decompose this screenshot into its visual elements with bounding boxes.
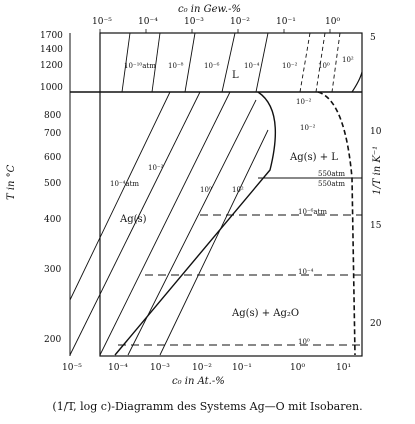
isobars-lower-group — [69, 91, 269, 356]
dashed-isobars — [118, 214, 362, 346]
left-tick-label: 200 — [44, 335, 61, 345]
pressure-label: 10⁻² — [300, 124, 316, 132]
solidus-curve — [114, 91, 276, 356]
bottom-tick-label: 10⁰ — [290, 363, 305, 373]
isobar-label: 10⁻⁶ — [204, 62, 220, 70]
isobar-label: 10² — [342, 56, 354, 64]
bottom-tick-label: 10⁻² — [192, 363, 212, 373]
pressure-label: 10⁻⁶atm — [298, 208, 327, 216]
isobar-line — [299, 32, 311, 93]
top-tick-label: 10⁻⁴ — [138, 17, 158, 27]
phase-solid-liquid: Ag(s) + L — [289, 152, 338, 163]
pressure-label: 10⁻⁴ — [298, 268, 314, 276]
isobar-line — [255, 32, 269, 93]
bottom-tick-label: 10¹ — [336, 363, 351, 373]
pressure-label: 10⁰ — [298, 338, 310, 346]
bottom-tick-label: 10⁻⁴ — [108, 363, 128, 373]
phase-liquid: L — [232, 70, 239, 81]
isobar-label: 10⁻² — [148, 164, 164, 172]
plot-frame — [99, 32, 363, 357]
top-tick-label: 10⁻⁵ — [92, 17, 112, 27]
left-tick-label: 300 — [44, 265, 61, 275]
right-axis-label: 1/T in K⁻¹ — [372, 146, 383, 195]
isobar-label: 10⁻⁴atm — [110, 180, 139, 188]
isobar-line — [315, 32, 326, 93]
edge-curve — [351, 71, 363, 93]
right-tick-label: 20 — [370, 319, 382, 329]
left-tick-label: 800 — [44, 111, 61, 121]
figure-caption: (1/T, log c)-Diagramm des Systems Ag—O m… — [52, 400, 363, 413]
isobar-line — [184, 32, 196, 93]
left-tick-label: 1400 — [40, 45, 63, 55]
isobar-label: 10⁻² — [282, 62, 298, 70]
liquidus-curve — [317, 91, 356, 356]
isobars-upper-group — [121, 32, 341, 93]
isobar-line — [69, 91, 201, 356]
pressure-label: 550atm — [318, 180, 345, 188]
isobar-line — [99, 91, 231, 356]
isobar-label: 10⁻⁸ — [168, 62, 184, 70]
top-tick-label: 10⁰ — [325, 17, 340, 27]
right-tick-label: 10 — [370, 127, 382, 137]
left-axis-label: T in °C — [6, 164, 17, 200]
isobar-line — [221, 32, 236, 93]
bottom-tick-label: 10⁻³ — [150, 363, 170, 373]
isobar-label: 10⁰ — [200, 186, 212, 194]
left-tick-label: 1000 — [40, 83, 63, 93]
left-tick-label: 500 — [44, 179, 61, 189]
isobar-label: 10⁰ — [318, 62, 330, 70]
isobar-label: 10⁻¹⁰atm — [124, 62, 156, 70]
phase-solid-oxide: Ag(s) + Ag₂O — [231, 308, 299, 319]
isobar-line — [151, 32, 161, 93]
bottom-tick-label: 10⁻¹ — [232, 363, 252, 373]
isobar-line — [121, 32, 131, 93]
isobar-label: 10⁻⁴ — [244, 62, 260, 70]
left-tick-label: 600 — [44, 153, 61, 163]
right-tick-label: 5 — [370, 33, 376, 43]
top-tick-marks — [99, 29, 331, 33]
pressure-label: 550atm — [318, 170, 345, 178]
top-axis-label: c₀ in Gew.-% — [178, 4, 241, 15]
bottom-tick-label: 10⁻⁵ — [62, 363, 82, 373]
left-tick-label: 700 — [44, 129, 61, 139]
left-tick-label: 1200 — [40, 61, 63, 71]
isobar-line — [331, 32, 341, 93]
isobar-line — [127, 99, 257, 356]
phase-solid: Ag(s) — [119, 214, 147, 225]
top-tick-label: 10⁻³ — [184, 17, 204, 27]
isobar-line — [159, 129, 269, 356]
left-tick-label: 1700 — [40, 31, 63, 41]
isobar-label: 10² — [232, 186, 244, 194]
left-tick-label: 400 — [44, 215, 61, 225]
pressure-label: 10⁻² — [296, 98, 312, 106]
bottom-axis-label: c₀ in At.-% — [172, 376, 225, 387]
top-tick-label: 10⁻² — [230, 17, 250, 27]
right-tick-label: 15 — [370, 221, 382, 231]
isobar-line — [69, 91, 171, 301]
top-tick-label: 10⁻¹ — [276, 17, 296, 27]
